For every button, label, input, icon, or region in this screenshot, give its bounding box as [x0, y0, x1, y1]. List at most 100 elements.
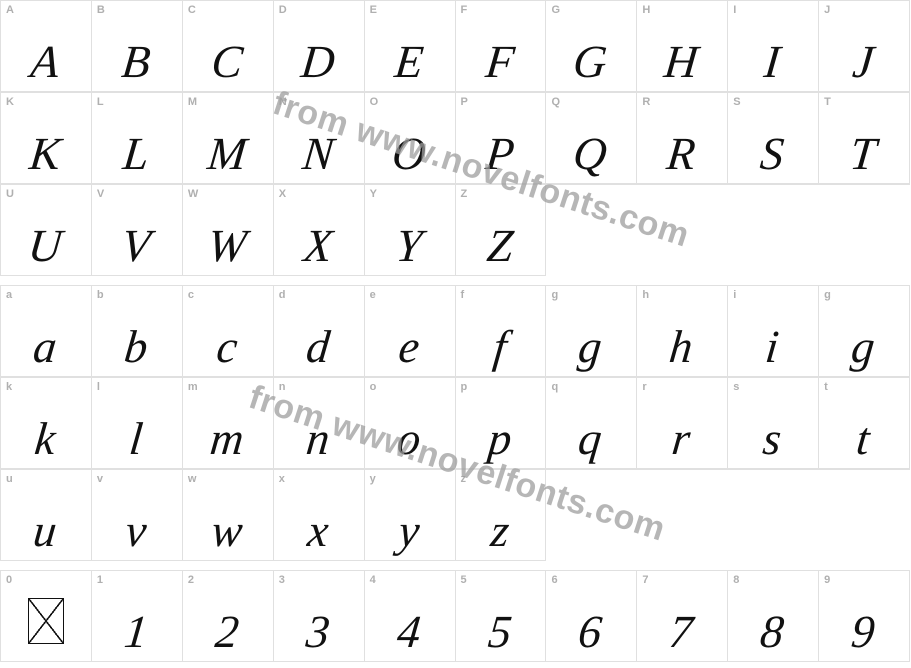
- empty-cell: [819, 185, 910, 276]
- cell-key-label: o: [370, 381, 377, 393]
- glyph: J: [816, 23, 911, 85]
- cell-key-label: 7: [642, 574, 649, 586]
- glyph: V: [89, 207, 185, 269]
- cell-key-label: Q: [551, 96, 560, 108]
- glyph: I: [725, 23, 821, 85]
- cell-key-label: I: [733, 4, 737, 16]
- section-uppercase: AABBCCDDEEFFGGHHIIJJKKLLMMNNOOPPQQRRSSTT…: [0, 0, 910, 276]
- cell-key-label: g: [551, 289, 558, 301]
- empty-cell: [819, 470, 910, 561]
- glyph-cell: vv: [92, 470, 183, 561]
- cell-key-label: W: [188, 188, 199, 200]
- empty-cell: [546, 470, 637, 561]
- glyph-cell: UU: [1, 185, 92, 276]
- glyph: X: [270, 207, 366, 269]
- glyph: K: [0, 115, 94, 177]
- cell-key-label: g: [824, 289, 831, 301]
- glyph-cell: TT: [819, 93, 910, 184]
- cell-key-label: V: [97, 188, 105, 200]
- cell-key-label: M: [188, 96, 198, 108]
- cell-key-label: A: [6, 4, 14, 16]
- glyph-row: aabbccddeeffgghhiigg: [0, 285, 910, 377]
- cell-key-label: 8: [733, 574, 740, 586]
- glyph: W: [180, 207, 276, 269]
- cell-key-label: L: [97, 96, 104, 108]
- glyph-cell: hh: [637, 286, 728, 377]
- cell-key-label: s: [733, 381, 740, 393]
- cell-key-label: B: [97, 4, 105, 16]
- cell-key-label: c: [188, 289, 195, 301]
- cell-key-label: C: [188, 4, 196, 16]
- glyph-cell: BB: [92, 1, 183, 92]
- glyph-cell: 77: [637, 571, 728, 662]
- glyph: Q: [543, 115, 639, 177]
- cell-key-label: O: [370, 96, 379, 108]
- cell-key-label: U: [6, 188, 14, 200]
- glyph: 5: [452, 593, 548, 655]
- cell-key-label: t: [824, 381, 828, 393]
- glyph-cell: ff: [456, 286, 547, 377]
- cell-key-label: X: [279, 188, 287, 200]
- glyph-cell: PP: [456, 93, 547, 184]
- cell-key-label: e: [370, 289, 377, 301]
- glyph-cell: 55: [456, 571, 547, 662]
- glyph-cell: RR: [637, 93, 728, 184]
- glyph: U: [0, 207, 94, 269]
- cell-key-label: R: [642, 96, 650, 108]
- glyph: C: [180, 23, 276, 85]
- glyph-row: UUVVWWXXYYZZ: [0, 184, 910, 276]
- glyph-cell: bb: [92, 286, 183, 377]
- cell-key-label: K: [6, 96, 14, 108]
- cell-key-label: D: [279, 4, 287, 16]
- glyph: D: [270, 23, 366, 85]
- glyph: R: [634, 115, 730, 177]
- glyph-cell: MM: [183, 93, 274, 184]
- cell-key-label: S: [733, 96, 741, 108]
- section-digits: 0112233445566778899: [0, 570, 910, 662]
- empty-cell: [637, 470, 728, 561]
- glyph: M: [180, 115, 276, 177]
- cell-key-label: E: [370, 4, 378, 16]
- glyph: m: [180, 400, 276, 462]
- glyph-cell: oo: [365, 378, 456, 469]
- glyph-cell: VV: [92, 185, 183, 276]
- empty-cell: [728, 185, 819, 276]
- cell-key-label: p: [461, 381, 468, 393]
- glyph-cell: QQ: [546, 93, 637, 184]
- glyph: a: [0, 308, 94, 370]
- glyph-cell: GG: [546, 1, 637, 92]
- glyph-cell: 99: [819, 571, 910, 662]
- glyph-row: KKLLMMNNOOPPQQRRSSTT: [0, 92, 910, 184]
- cell-key-label: T: [824, 96, 831, 108]
- glyph: r: [634, 400, 730, 462]
- cell-key-label: 4: [370, 574, 377, 586]
- glyph-cell: AA: [1, 1, 92, 92]
- glyph-cell: KK: [1, 93, 92, 184]
- cell-key-label: 3: [279, 574, 286, 586]
- glyph: d: [270, 308, 366, 370]
- cell-key-label: b: [97, 289, 104, 301]
- glyph-row: AABBCCDDEEFFGGHHIIJJ: [0, 0, 910, 92]
- cell-key-label: Z: [461, 188, 468, 200]
- glyph-cell: xx: [274, 470, 365, 561]
- glyph-cell: HH: [637, 1, 728, 92]
- glyph-cell: ee: [365, 286, 456, 377]
- cell-key-label: k: [6, 381, 13, 393]
- font-character-map: AABBCCDDEEFFGGHHIIJJKKLLMMNNOOPPQQRRSSTT…: [0, 0, 911, 668]
- glyph: q: [543, 400, 639, 462]
- glyph: N: [270, 115, 366, 177]
- cell-key-label: h: [642, 289, 649, 301]
- empty-cell: [637, 185, 728, 276]
- glyph: g: [543, 308, 639, 370]
- glyph-cell: 88: [728, 571, 819, 662]
- glyph: b: [89, 308, 185, 370]
- glyph: v: [89, 492, 185, 554]
- glyph: A: [0, 23, 94, 85]
- cell-key-label: z: [461, 473, 467, 485]
- cell-key-label: 6: [551, 574, 558, 586]
- glyph-cell: ll: [92, 378, 183, 469]
- cell-key-label: d: [279, 289, 286, 301]
- glyph: t: [816, 400, 911, 462]
- empty-cell: [546, 185, 637, 276]
- cell-key-label: n: [279, 381, 286, 393]
